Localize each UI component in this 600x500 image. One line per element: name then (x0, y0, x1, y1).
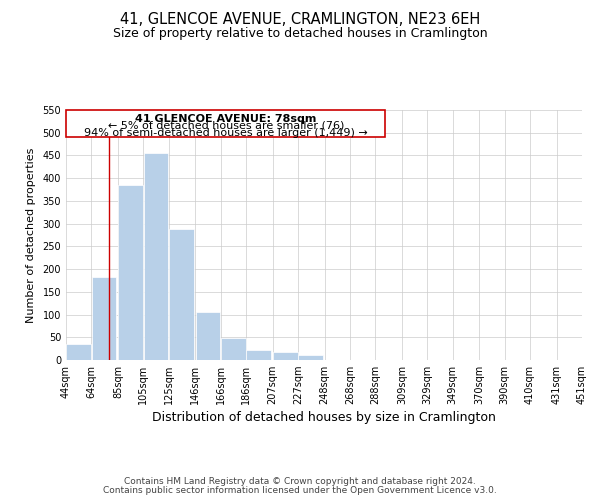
X-axis label: Distribution of detached houses by size in Cramlington: Distribution of detached houses by size … (152, 412, 496, 424)
Bar (143, 152, 169, 360)
Y-axis label: Number of detached properties: Number of detached properties (26, 148, 35, 322)
FancyBboxPatch shape (66, 110, 385, 138)
Bar (298, 356, 323, 360)
Bar (118, 185, 143, 360)
Bar (273, 352, 298, 360)
Text: ← 5% of detached houses are smaller (76): ← 5% of detached houses are smaller (76) (107, 121, 344, 131)
Text: Contains public sector information licensed under the Open Government Licence v3: Contains public sector information licen… (103, 486, 497, 495)
Bar (92, 277, 116, 360)
Bar (221, 338, 246, 360)
Bar (169, 229, 194, 360)
Text: Size of property relative to detached houses in Cramlington: Size of property relative to detached ho… (113, 28, 487, 40)
Text: 41, GLENCOE AVENUE, CRAMLINGTON, NE23 6EH: 41, GLENCOE AVENUE, CRAMLINGTON, NE23 6E… (120, 12, 480, 28)
Bar (196, 312, 220, 360)
Text: Contains HM Land Registry data © Crown copyright and database right 2024.: Contains HM Land Registry data © Crown c… (124, 477, 476, 486)
Bar (67, 344, 91, 360)
Bar (247, 350, 271, 360)
Text: 41 GLENCOE AVENUE: 78sqm: 41 GLENCOE AVENUE: 78sqm (135, 114, 316, 124)
Text: 94% of semi-detached houses are larger (1,449) →: 94% of semi-detached houses are larger (… (84, 128, 368, 138)
